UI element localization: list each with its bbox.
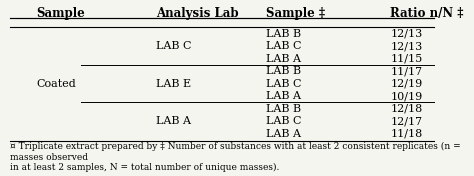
Text: LAB C: LAB C: [266, 41, 302, 51]
Text: LAB A: LAB A: [266, 129, 301, 139]
Text: 11/18: 11/18: [390, 129, 422, 139]
Text: LAB C: LAB C: [156, 41, 191, 51]
Text: LAB A: LAB A: [266, 91, 301, 101]
Text: 12/13: 12/13: [390, 29, 422, 39]
Text: 12/19: 12/19: [390, 79, 422, 89]
Text: LAB E: LAB E: [156, 79, 191, 89]
Text: Sample ‡: Sample ‡: [266, 7, 326, 20]
Text: 12/17: 12/17: [390, 116, 422, 126]
Text: LAB B: LAB B: [266, 66, 301, 76]
Text: LAB A: LAB A: [266, 54, 301, 64]
Text: Analysis Lab: Analysis Lab: [156, 7, 238, 20]
Text: LAB C: LAB C: [266, 116, 302, 126]
Text: LAB C: LAB C: [266, 79, 302, 89]
Text: 11/17: 11/17: [390, 66, 422, 76]
Text: ¤ Triplicate extract prepared by ‡ Number of substances with at least 2 consiste: ¤ Triplicate extract prepared by ‡ Numbe…: [10, 142, 461, 172]
Text: Sample: Sample: [36, 7, 85, 20]
Text: 12/13: 12/13: [390, 41, 422, 51]
Text: Ratio n/N ‡: Ratio n/N ‡: [390, 7, 464, 20]
Text: LAB B: LAB B: [266, 104, 301, 114]
Text: LAB A: LAB A: [156, 116, 191, 126]
Text: 10/19: 10/19: [390, 91, 422, 101]
Text: LAB B: LAB B: [266, 29, 301, 39]
Text: 11/15: 11/15: [390, 54, 422, 64]
Text: Coated: Coated: [36, 79, 76, 89]
Text: 12/18: 12/18: [390, 104, 422, 114]
